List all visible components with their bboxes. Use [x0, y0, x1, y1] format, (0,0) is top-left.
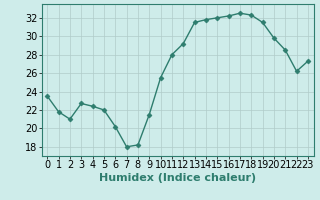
X-axis label: Humidex (Indice chaleur): Humidex (Indice chaleur) [99, 173, 256, 183]
